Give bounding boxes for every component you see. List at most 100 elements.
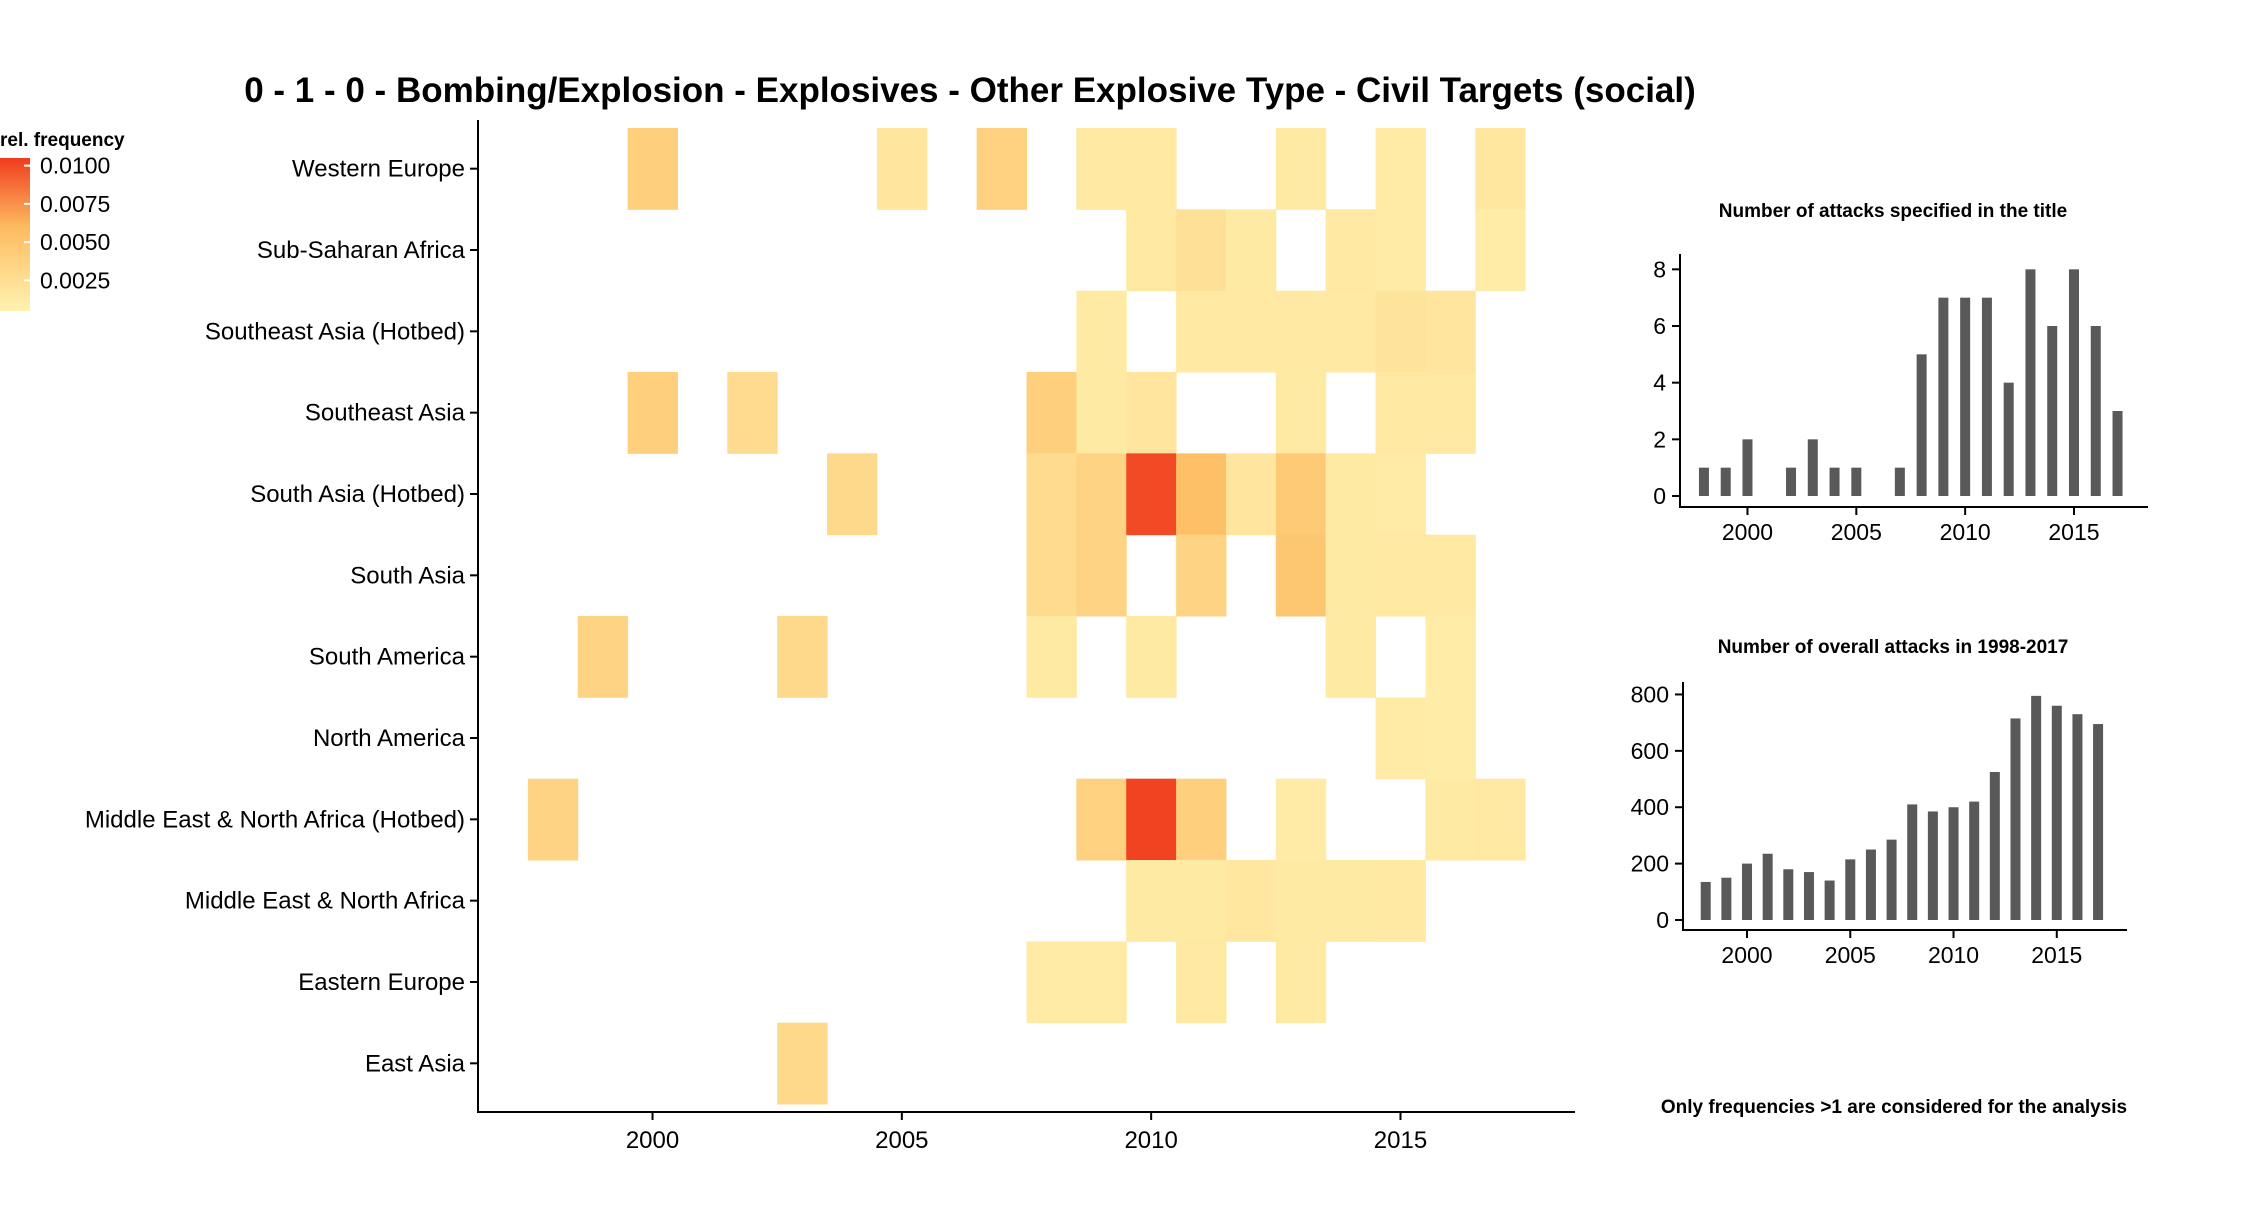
bar-chart-1-bar-2017 (2112, 411, 2123, 496)
heatmap-cell-south-asia-2009 (1076, 534, 1127, 617)
heatmap-region-label-east-asia: East Asia (365, 1050, 466, 1077)
heatmap-cell-southeast-asia-hotbed-2012 (1225, 290, 1277, 373)
bar-chart-2-axes: 0 200 400 600 800 2000 2005 2010 2015 (1631, 681, 2127, 968)
legend-title: rel. frequency (0, 130, 125, 151)
heatmap-cell-middle-east-north-africa-2012 (1225, 860, 1277, 942)
bar-chart-2-x-tick-label-2000: 2000 (1721, 942, 1772, 968)
heatmap-region-label-south-asia-hotbed: South Asia (Hotbed) (250, 481, 465, 508)
bar-chart-1-y-tick-label-6: 6 (1653, 313, 1666, 339)
heatmap-cell-eastern-europe-2009 (1076, 941, 1127, 1024)
bar-chart-2-bar-2013 (2010, 718, 2021, 920)
heatmap-cell-sub-saharan-africa-2010 (1126, 209, 1177, 292)
bar-chart-2-bar-2007 (1886, 839, 1897, 920)
heatmap-cell-south-asia-hotbed-2008 (1026, 453, 1077, 536)
heatmap-cell-middle-east-north-africa-hotbed-2016 (1425, 778, 1476, 861)
heatmap-cell-southeast-asia-2015 (1375, 372, 1426, 454)
heatmap-cell-south-asia-hotbed-2004 (827, 453, 878, 536)
bar-chart-2-bar-2006 (1865, 849, 1876, 920)
bar-chart-2-bar-2009 (1927, 811, 1938, 920)
bar-chart-2-bars (1700, 695, 2104, 920)
heatmap-cell-southeast-asia-hotbed-2016 (1425, 290, 1476, 373)
bar-chart-1-x-tick-label-2010: 2010 (1940, 519, 1991, 545)
heatmap-cell-south-asia-2008 (1026, 534, 1077, 617)
heatmap-cell-middle-east-north-africa-hotbed-2011 (1176, 778, 1227, 861)
bar-chart-1-bar-1998 (1698, 467, 1709, 496)
heatmap-cell-middle-east-north-africa-2010 (1126, 860, 1177, 942)
heatmap-cell-south-america-2008 (1026, 616, 1077, 698)
heatmap-axes (477, 120, 1575, 1113)
bar-chart-1-bar-2009 (1938, 297, 1949, 496)
heatmap-cell-southeast-asia-2000 (627, 372, 678, 454)
bar-chart-2-bar-2014 (2031, 695, 2042, 920)
bar-chart-1-bar-2007 (1894, 467, 1905, 496)
heatmap-cell-western-europe-2017 (1475, 128, 1526, 210)
heatmap-cell-sub-saharan-africa-2014 (1325, 209, 1377, 292)
bar-chart-1-bar-2002 (1786, 467, 1797, 496)
bar-chart-1-bar-2013 (2025, 269, 2036, 496)
heatmap-region-label-southeast-asia-hotbed: Southeast Asia (Hotbed) (205, 318, 465, 345)
heatmap-cell-southeast-asia-hotbed-2013 (1275, 290, 1327, 373)
heatmap-cell-western-europe-2005 (876, 128, 928, 210)
bar-chart-2-bar-2017 (2093, 724, 2104, 920)
heatmap-cell-eastern-europe-2011 (1176, 941, 1227, 1024)
bar-chart-1-bar-2014 (2047, 326, 2058, 496)
bar-chart-1-bar-2016 (2090, 326, 2101, 496)
heatmap-cell-south-america-1999 (577, 616, 629, 698)
heatmap-cell-south-america-2003 (777, 616, 828, 698)
heatmap-cell-south-america-2010 (1126, 616, 1177, 698)
heatmap-cell-middle-east-north-africa-2013 (1275, 860, 1327, 942)
bar-chart-2-bar-2016 (2072, 714, 2083, 920)
heatmap-region-label-south-america: South America (309, 644, 466, 671)
bar-chart-2-bar-2015 (2051, 705, 2062, 920)
heatmap-cell-western-europe-2007 (976, 128, 1027, 210)
bar-chart-2-y-tick-label-400: 400 (1631, 794, 1669, 820)
bar-chart-1-bar-2000 (1742, 439, 1753, 496)
heatmap-region-label-middle-east-north-africa-hotbed: Middle East & North Africa (Hotbed) (85, 806, 465, 833)
bar-chart-1-bar-2008 (1916, 354, 1927, 496)
bar-chart-1-y-tick-label-4: 4 (1653, 370, 1666, 396)
heatmap-cell-southeast-asia-2008 (1026, 372, 1077, 454)
heatmap-cell-middle-east-north-africa-2015 (1375, 860, 1426, 942)
heatmap-cell-south-asia-2014 (1325, 534, 1377, 617)
bar-chart-2-y-tick-label-0: 0 (1656, 907, 1669, 933)
heatmap-cell-southeast-asia-2013 (1275, 372, 1327, 454)
heatmap-cell-middle-east-north-africa-hotbed-2013 (1275, 778, 1327, 861)
heatmap-cell-south-asia-hotbed-2012 (1225, 453, 1277, 536)
bar-chart-1-bar-2003 (1807, 439, 1818, 496)
heatmap-region-label-north-america: North America (313, 725, 466, 752)
heatmap-cell-south-asia-2015 (1375, 534, 1426, 617)
heatmap-cell-southeast-asia-hotbed-2009 (1076, 290, 1127, 373)
bar-chart-2-bar-1998 (1700, 881, 1711, 920)
bar-chart-1-bar-2010 (1960, 297, 1971, 496)
heatmap-cell-southeast-asia-hotbed-2014 (1325, 290, 1377, 373)
bar-chart-2-y-tick-label-800: 800 (1631, 681, 1669, 707)
heatmap-x-ticks: 2000 2005 2010 2015 (626, 1112, 1427, 1154)
heatmap-region-label-south-asia: South Asia (350, 562, 465, 589)
heatmap-cell-eastern-europe-2013 (1275, 941, 1327, 1024)
heatmap-cell-north-america-2015 (1375, 697, 1426, 780)
heatmap-region-label-western-europe: Western Europe (292, 156, 465, 183)
heatmap-cell-southeast-asia-2016 (1425, 372, 1476, 454)
heatmap-cell-south-asia-hotbed-2009 (1076, 453, 1127, 536)
heatmap-cell-sub-saharan-africa-2011 (1176, 209, 1227, 292)
heatmap-cell-western-europe-2015 (1375, 128, 1426, 210)
heatmap-cell-southeast-asia-2010 (1126, 372, 1177, 454)
heatmap-cell-south-america-2016 (1425, 616, 1476, 698)
bar-chart-1-bars (1698, 269, 2123, 496)
bar-chart-1-x-tick-label-2000: 2000 (1722, 519, 1773, 545)
heatmap-cell-western-europe-2000 (627, 128, 678, 210)
heatmap-cell-east-asia-2003 (777, 1022, 828, 1105)
bar-chart-2-x-tick-label-2015: 2015 (2031, 942, 2082, 968)
footnote: Only frequencies >1 are considered for t… (1661, 1097, 2127, 1118)
bar-chart-2-bar-2000 (1742, 863, 1753, 920)
bar-chart-2-bar-2008 (1907, 804, 1918, 920)
heatmap-x-tick-label-2015: 2015 (1374, 1127, 1427, 1154)
heatmap-x-tick-label-2005: 2005 (875, 1127, 928, 1154)
bar-chart-1-bar-2005 (1851, 467, 1862, 496)
bar-chart-2-bar-2010 (1948, 807, 1959, 920)
heatmap-cell-south-america-2014 (1325, 616, 1377, 698)
heatmap-x-tick-label-2000: 2000 (626, 1127, 679, 1154)
heatmap-cell-south-asia-hotbed-2011 (1176, 453, 1227, 536)
bar-chart-1-x-tick-label-2015: 2015 (2048, 519, 2099, 545)
bar-chart-1-y-tick-label-2: 2 (1653, 426, 1666, 452)
